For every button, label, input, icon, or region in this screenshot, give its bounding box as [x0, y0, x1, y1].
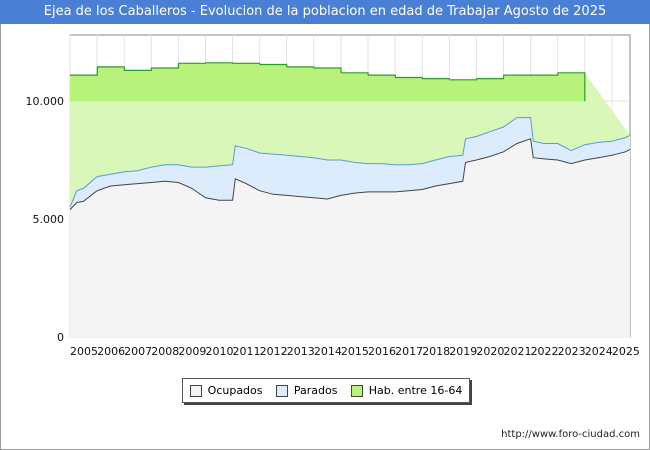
- legend-item-ocupados: Ocupados: [189, 384, 263, 397]
- legend: Ocupados Parados Hab. entre 16-64: [182, 378, 470, 403]
- parados-line: [69, 117, 631, 208]
- ocupados-line: [69, 138, 631, 210]
- x-tick-label: 2010: [205, 345, 233, 358]
- x-tick-label: 2013: [287, 345, 315, 358]
- x-tick-label: 2015: [341, 345, 369, 358]
- hab-line: [70, 62, 586, 102]
- x-tick-label: 2018: [422, 345, 450, 358]
- legend-item-hab: Hab. entre 16-64: [350, 384, 463, 397]
- y-tick-label: 10.000: [26, 95, 65, 108]
- x-tick-label: 2023: [558, 345, 586, 358]
- x-tick-label: 2005: [70, 345, 98, 358]
- y-axis-ticks: 0 5.000 10.000: [26, 95, 65, 344]
- chart-title: Ejea de los Caballeros - Evolucion de la…: [0, 0, 650, 24]
- x-tick-label: 2019: [449, 345, 477, 358]
- legend-swatch-parados: [275, 384, 288, 397]
- legend-item-parados: Parados: [275, 384, 338, 397]
- legend-label-hab: Hab. entre 16-64: [368, 384, 463, 397]
- x-tick-label: 2016: [368, 345, 396, 358]
- legend-label-ocupados: Ocupados: [207, 384, 263, 397]
- legend-label-parados: Parados: [293, 384, 338, 397]
- x-axis-ticks: 2005 2006 2007 2008 2009 2010 2011 2012 2013 2014…: [70, 345, 640, 358]
- ocupados-area: [70, 138, 630, 337]
- source-link[interactable]: http://www.foro-ciudad.com: [501, 429, 640, 440]
- x-tick-label: 2017: [395, 345, 423, 358]
- y-tick-label: 0: [57, 331, 64, 344]
- x-tick-label: 2007: [124, 345, 152, 358]
- x-tick-label: 2021: [503, 345, 531, 358]
- x-tick-label: 2025: [612, 345, 640, 358]
- x-tick-label: 2024: [585, 345, 613, 358]
- y-tick-label: 5.000: [33, 213, 65, 226]
- x-tick-label: 2011: [233, 345, 261, 358]
- x-tick-label: 2020: [476, 345, 504, 358]
- hab-solid-area: [70, 62, 585, 102]
- x-tick-label: 2022: [531, 345, 559, 358]
- x-tick-label: 2012: [260, 345, 288, 358]
- legend-swatch-hab: [350, 384, 363, 397]
- legend-swatch-ocupados: [189, 384, 202, 397]
- x-tick-label: 2014: [314, 345, 342, 358]
- x-tick-label: 2009: [178, 345, 206, 358]
- x-tick-label: 2008: [151, 345, 179, 358]
- x-tick-label: 2006: [97, 345, 125, 358]
